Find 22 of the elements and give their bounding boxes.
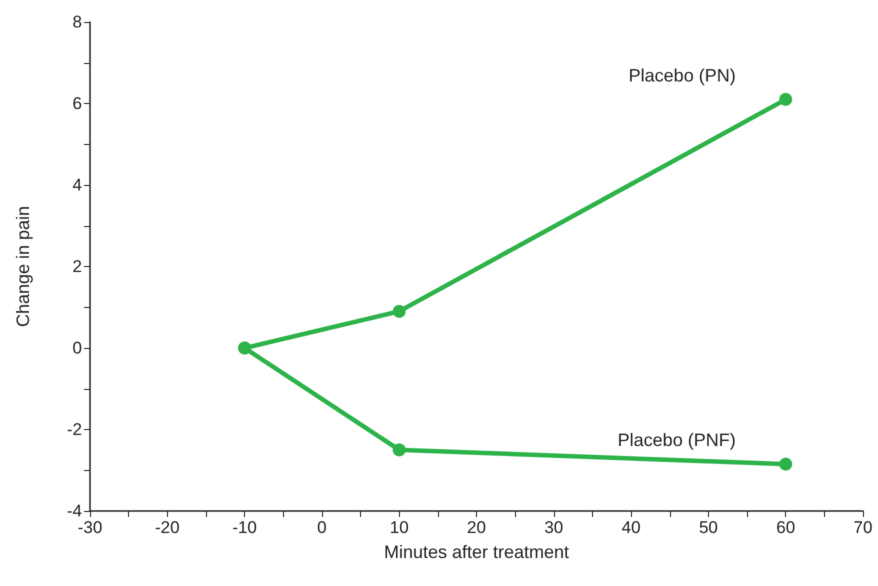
series-label: Placebo (PNF) [618,430,736,450]
x-tick-label: 40 [622,518,641,537]
y-tick-label: 4 [72,176,82,194]
x-tick-label: -30 [78,518,102,537]
x-tick-label: 10 [390,518,409,537]
text: Placebo (PN) [628,65,736,86]
x-tick-label: 0 [317,518,327,537]
y-tick-label: -2 [66,420,82,439]
x-tick-label: 70 [854,518,872,537]
x-tick-label: 60 [776,518,796,537]
x-tick-label: -10 [232,518,257,537]
x-tick-label: 20 [467,518,486,537]
y-tick-label: 6 [72,94,82,113]
x-tick-label: 50 [698,518,718,537]
x-tick-label: -20 [155,518,180,537]
y-tick-label: -4 [66,502,82,520]
y-tick-label: 2 [72,257,82,276]
y-axis-title: Change in pain [13,206,33,328]
x-tick-label: 30 [544,518,564,537]
y-tick-label: 0 [72,338,82,358]
y-tick-label: 8 [72,12,82,32]
x-axis-title: Minutes after treatment [384,542,570,562]
